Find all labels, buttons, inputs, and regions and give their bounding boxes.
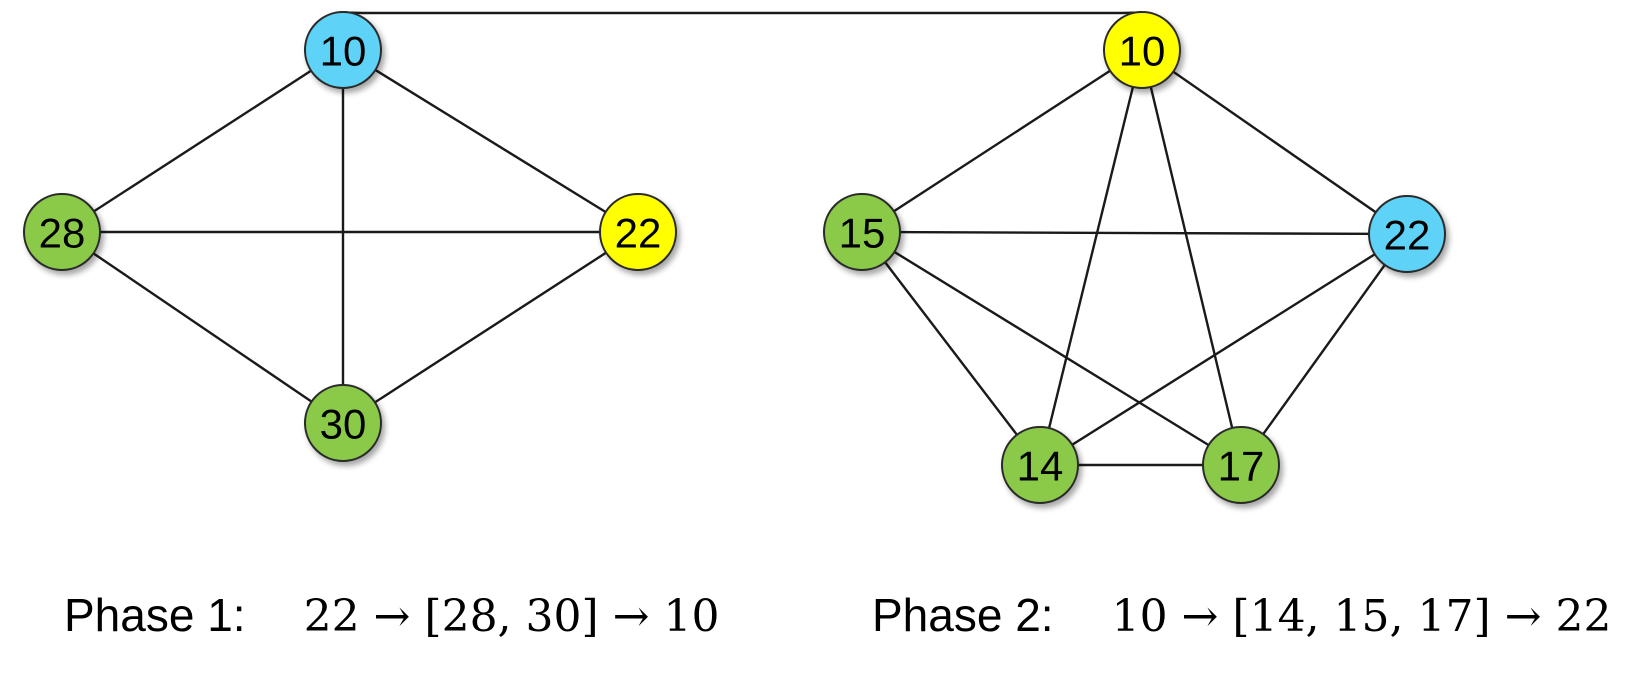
node-circle-p2-10 bbox=[1103, 11, 1181, 89]
node-circle-p2-14 bbox=[1001, 426, 1079, 504]
node-circle-p2-17 bbox=[1202, 426, 1280, 504]
edge-p2-10-p2-22 bbox=[1141, 49, 1408, 235]
edge-p2-15-p2-17 bbox=[861, 230, 1242, 467]
node-p2-15: 15 bbox=[823, 193, 901, 271]
phase-1-caption: Phase 1: 22 → [28, 30] → 10 bbox=[64, 585, 720, 645]
node-p2-14: 14 bbox=[1001, 426, 1079, 504]
node-circle-p2-15 bbox=[823, 193, 901, 271]
edge-p2-22-p2-17 bbox=[1240, 233, 1408, 466]
node-label-p2-10: 10 bbox=[1119, 28, 1166, 75]
node-circle-p1-10 bbox=[304, 11, 382, 89]
edge-p2-22-p2-14 bbox=[1039, 232, 1408, 467]
node-label-p2-22: 22 bbox=[1384, 212, 1431, 259]
node-p2-10: 10 bbox=[1103, 11, 1181, 89]
node-label-p1-28: 28 bbox=[39, 210, 86, 257]
edge-p2-10-p2-17 bbox=[1140, 49, 1243, 466]
edge-p1-22-p1-30 bbox=[342, 230, 639, 425]
edge-p2-15-p2-14 bbox=[861, 231, 1041, 466]
node-p1-30: 30 bbox=[304, 384, 382, 462]
nodes: 10 28 22 30 10 15 22 14 17 bbox=[23, 11, 1446, 504]
node-circle-p1-22 bbox=[599, 193, 677, 271]
node-p1-28: 28 bbox=[23, 193, 101, 271]
phase-2-label: Phase 2: bbox=[872, 589, 1054, 641]
node-circle-p2-22 bbox=[1368, 195, 1446, 273]
node-p2-17: 17 bbox=[1202, 426, 1280, 504]
edge-p1-10-p2-10 bbox=[341, 10, 1144, 15]
edge-p1-10-p1-22 bbox=[342, 48, 639, 234]
node-label-p1-22: 22 bbox=[615, 210, 662, 257]
node-p2-22: 22 bbox=[1368, 195, 1446, 273]
phase-2-sequence: 10 → [14, 15, 17] → 22 bbox=[1111, 591, 1612, 642]
phase-1-sequence: 22 → [28, 30] → 10 bbox=[303, 591, 720, 642]
node-circle-p1-30 bbox=[304, 384, 382, 462]
phase-1-label: Phase 1: bbox=[64, 589, 246, 641]
phase-2-caption: Phase 2: 10 → [14, 15, 17] → 22 bbox=[872, 585, 1611, 645]
node-p1-10: 10 bbox=[304, 11, 382, 89]
node-circle-p1-28 bbox=[23, 193, 101, 271]
node-label-p2-14: 14 bbox=[1017, 443, 1064, 490]
node-label-p1-10: 10 bbox=[320, 28, 367, 75]
node-label-p1-30: 30 bbox=[320, 401, 367, 448]
node-label-p2-17: 17 bbox=[1218, 443, 1265, 490]
edge-p1-28-p1-30 bbox=[61, 231, 344, 424]
edge-p2-15-p2-22 bbox=[861, 230, 1408, 236]
edge-p2-10-p2-14 bbox=[1038, 49, 1144, 466]
node-p1-22: 22 bbox=[599, 193, 677, 271]
edge-p1-10-p1-28 bbox=[61, 48, 344, 234]
edges bbox=[61, 10, 1408, 467]
node-label-p2-15: 15 bbox=[839, 210, 886, 257]
edge-p2-10-p2-15 bbox=[861, 48, 1143, 234]
